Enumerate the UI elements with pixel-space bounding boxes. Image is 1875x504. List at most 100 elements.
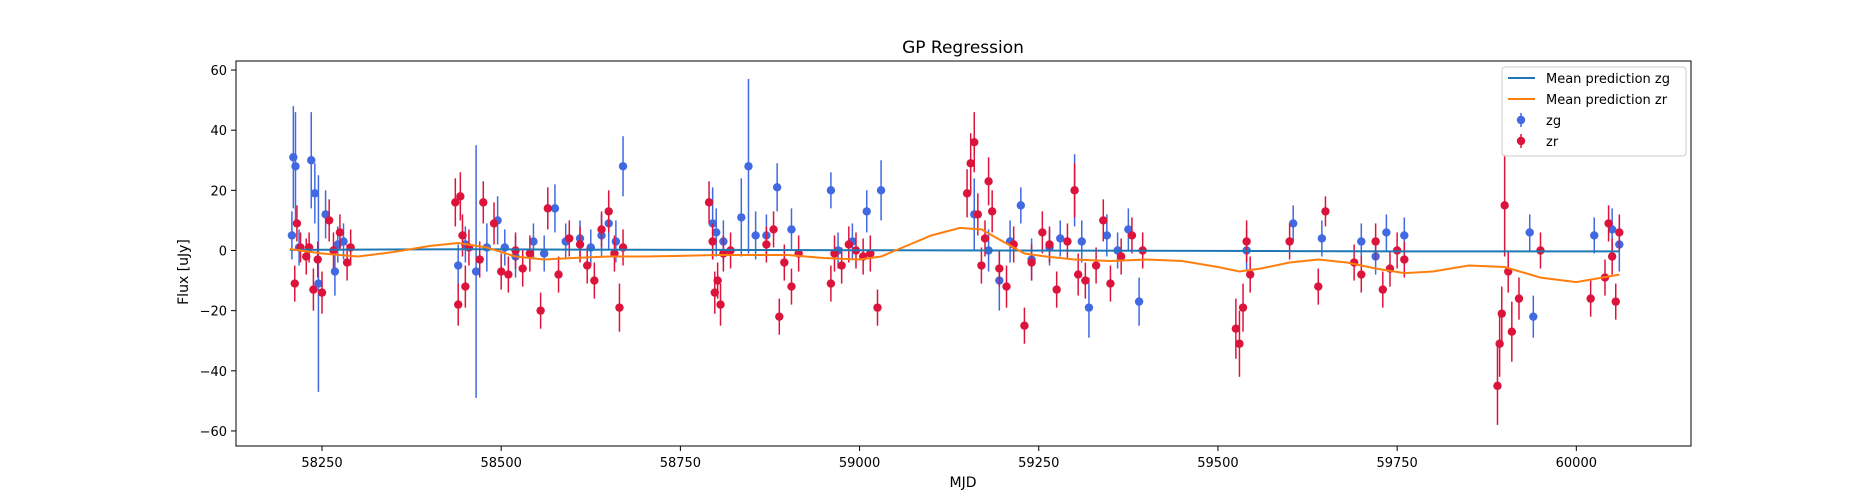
data-point-zg <box>876 186 886 195</box>
data-point-zr <box>713 276 722 285</box>
legend: Mean prediction zg Mean prediction zr zg zr <box>1501 66 1687 157</box>
data-point-zr <box>1371 237 1380 246</box>
data-point-zr <box>826 279 836 288</box>
data-point-zr <box>710 288 719 297</box>
y-tick-label: 20 <box>210 184 227 199</box>
data-point-zg <box>1016 201 1026 210</box>
data-point-zg <box>550 204 560 213</box>
data-point-zr <box>1045 240 1054 249</box>
data-point-zg <box>289 153 298 162</box>
data-point-zr <box>313 255 322 264</box>
data-point-zg <box>1084 303 1094 312</box>
data-point-zr <box>769 225 778 234</box>
data-point-zr <box>489 219 499 228</box>
data-point-zr <box>518 264 527 273</box>
data-point-zg <box>1134 297 1144 306</box>
data-point-zr <box>458 231 467 240</box>
data-point-zr <box>1500 201 1509 210</box>
data-point-zr <box>302 252 311 261</box>
data-point-zr <box>496 267 506 276</box>
data-point-zr <box>615 303 624 312</box>
data-point-zr <box>775 312 784 321</box>
data-point-zr <box>1116 252 1126 261</box>
data-point-zr <box>1063 237 1072 246</box>
legend-label: zg <box>1546 114 1561 129</box>
legend-point-marker <box>1516 115 1526 125</box>
data-point-zr <box>966 159 975 168</box>
data-point-zr <box>597 225 606 234</box>
data-point-zr <box>1052 285 1061 294</box>
data-point-zg <box>712 228 721 237</box>
data-point-zg <box>618 162 628 171</box>
data-point-zr <box>525 249 535 258</box>
data-point-zg <box>1317 234 1327 243</box>
data-point-zg <box>1357 237 1366 246</box>
x-tick-label: 59250 <box>1018 456 1059 471</box>
data-point-zg <box>787 225 796 234</box>
data-point-zg <box>744 162 753 171</box>
data-point-zg <box>737 213 746 222</box>
mean-prediction-line-zg <box>289 248 1620 253</box>
data-point-zg <box>1525 228 1534 237</box>
data-point-zr <box>565 234 574 243</box>
data-point-zr <box>324 216 334 225</box>
plot-layer: 58250 58500 58750 59000 59250 59500 59750 60000… <box>200 60 1692 471</box>
data-point-zr <box>830 249 839 258</box>
y-tick-label: −40 <box>200 365 227 380</box>
data-point-zr <box>1321 207 1330 216</box>
data-point-zg <box>772 183 782 192</box>
data-point-zr <box>590 276 599 285</box>
data-point-zr <box>873 303 882 312</box>
data-point-zr <box>716 300 725 309</box>
data-point-zr <box>1615 228 1624 237</box>
data-point-zr <box>962 189 972 198</box>
data-point-zr <box>837 261 846 270</box>
series-zg <box>287 79 1624 398</box>
data-point-zr <box>1070 186 1079 195</box>
data-point-zg <box>540 249 549 258</box>
data-point-zr <box>995 264 1004 273</box>
x-tick-label: 59750 <box>1376 456 1417 471</box>
data-point-zr <box>543 204 552 213</box>
data-point-zg <box>529 237 538 246</box>
data-point-zr <box>1127 231 1137 240</box>
x-tick-label: 58250 <box>301 456 342 471</box>
data-point-zr <box>1091 261 1101 270</box>
data-point-zg <box>1102 231 1112 240</box>
data-point-zg <box>611 237 621 246</box>
data-point-zg <box>307 156 316 165</box>
data-point-zr <box>511 246 520 255</box>
data-point-zr <box>1242 237 1251 246</box>
data-point-zr <box>780 258 789 267</box>
data-point-zr <box>970 138 979 147</box>
data-point-zg <box>330 267 340 276</box>
data-point-zr <box>987 207 997 216</box>
data-point-zg <box>471 267 481 276</box>
data-point-zg <box>1400 231 1409 240</box>
data-point-zr <box>1497 309 1506 318</box>
data-point-zr <box>1099 216 1108 225</box>
data-point-zr <box>1493 381 1502 391</box>
data-point-zr <box>335 228 345 237</box>
data-point-zg <box>862 207 871 216</box>
data-point-zr <box>980 234 990 243</box>
data-point-zr <box>762 240 771 249</box>
x-tick-label: 58750 <box>660 456 701 471</box>
data-point-zr <box>977 261 986 270</box>
legend-label: Mean prediction zg <box>1546 72 1670 87</box>
data-point-zr <box>1027 258 1036 267</box>
y-axis-label: Flux [uJy] <box>176 239 192 305</box>
data-point-zr <box>342 258 352 267</box>
data-point-zr <box>583 261 592 270</box>
y-tick-label: −60 <box>200 425 227 440</box>
data-point-zg <box>826 186 836 195</box>
data-point-zr <box>1514 294 1524 303</box>
data-point-zr <box>554 270 563 279</box>
legend-label: zr <box>1546 135 1559 150</box>
data-point-zr <box>1495 339 1504 348</box>
data-point-zr <box>1314 282 1323 291</box>
data-point-zr <box>479 198 488 207</box>
data-point-zg <box>310 189 320 198</box>
data-point-zg <box>314 279 323 288</box>
x-tick-label: 58500 <box>481 456 522 471</box>
